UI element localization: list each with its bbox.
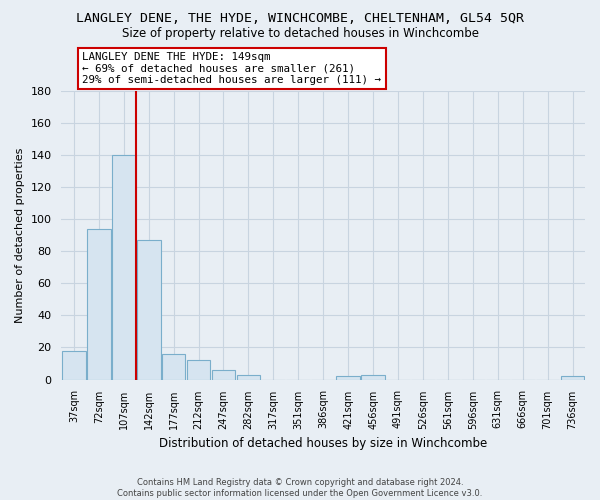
Bar (187, 360, 211, 380)
Bar (361, 375, 385, 380)
Bar (560, 376, 584, 380)
Bar (87, 229, 110, 380)
Bar (162, 354, 185, 380)
Y-axis label: Number of detached properties: Number of detached properties (15, 148, 25, 323)
Bar (336, 376, 360, 380)
Bar (236, 375, 260, 380)
Bar (212, 370, 235, 380)
Text: LANGLEY DENE, THE HYDE, WINCHCOMBE, CHELTENHAM, GL54 5QR: LANGLEY DENE, THE HYDE, WINCHCOMBE, CHEL… (76, 12, 524, 26)
X-axis label: Distribution of detached houses by size in Winchcombe: Distribution of detached houses by size … (159, 437, 487, 450)
Bar (62, 350, 86, 380)
Bar (112, 155, 136, 380)
Text: Size of property relative to detached houses in Winchcombe: Size of property relative to detached ho… (121, 28, 479, 40)
Bar (137, 240, 161, 380)
Text: Contains HM Land Registry data © Crown copyright and database right 2024.
Contai: Contains HM Land Registry data © Crown c… (118, 478, 482, 498)
Text: LANGLEY DENE THE HYDE: 149sqm
← 69% of detached houses are smaller (261)
29% of : LANGLEY DENE THE HYDE: 149sqm ← 69% of d… (82, 52, 382, 85)
